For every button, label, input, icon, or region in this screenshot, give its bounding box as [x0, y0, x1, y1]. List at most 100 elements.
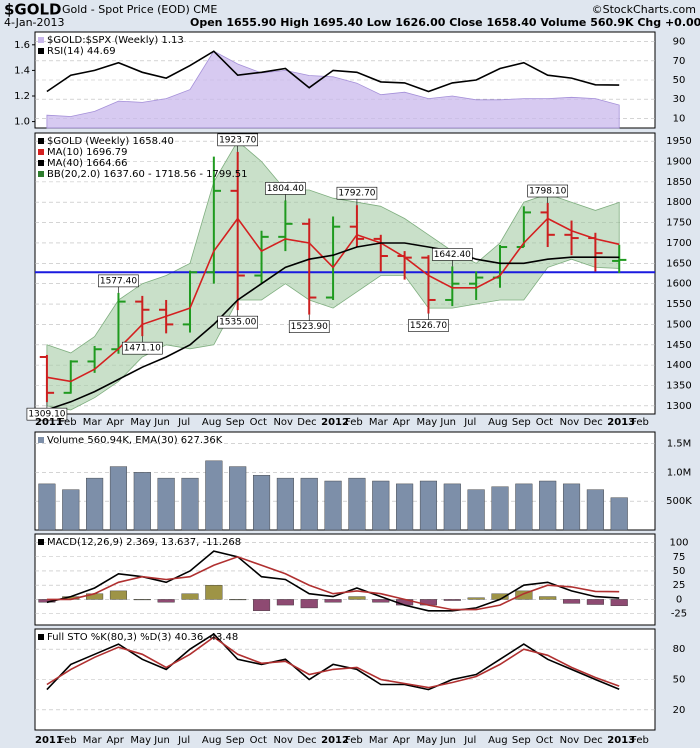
- annotation-label: 1309.10: [28, 410, 65, 420]
- annotation-box: [408, 319, 449, 332]
- x-tick-label: Feb: [59, 735, 77, 746]
- y-tick-label: 50: [673, 675, 686, 686]
- legend-label: Volume 560.94K, EMA(30) 627.36K: [47, 435, 223, 446]
- x-tick-label: Nov: [273, 735, 293, 746]
- x-tick-label: Feb: [59, 417, 77, 428]
- annotation-label: 1798.10: [529, 187, 566, 197]
- bar: [610, 599, 628, 607]
- legend-swatch: [38, 171, 44, 177]
- x-tick-label: Mar: [83, 417, 103, 428]
- line: [46, 217, 620, 383]
- y-tick-label: 75: [673, 552, 686, 563]
- line: [46, 632, 620, 691]
- x-tick-label: May: [417, 735, 438, 746]
- x-tick-label: Feb: [631, 417, 649, 428]
- x-tick-label: 2011: [35, 417, 63, 428]
- annotation-box: [527, 184, 568, 198]
- bar: [181, 477, 199, 531]
- bar: [539, 480, 557, 531]
- bar: [443, 599, 461, 601]
- x-tick-label: Aug: [488, 735, 508, 746]
- x-tick-label: 2012: [321, 417, 349, 428]
- bar: [348, 596, 366, 600]
- bar: [133, 472, 151, 531]
- y2-tick-label: 1.0: [14, 117, 30, 128]
- x-tick-label: Jun: [153, 417, 170, 428]
- bar: [252, 599, 271, 611]
- x-tick-label: Apr: [107, 417, 125, 428]
- y-tick-label: 50: [673, 566, 686, 577]
- x-tick-label: Jun: [153, 735, 170, 746]
- y-tick-label: 1.5M: [667, 439, 692, 450]
- copyright: ©StockCharts.com: [592, 3, 696, 16]
- bar: [252, 475, 271, 531]
- bar: [324, 599, 342, 603]
- annotation-label: 1577.40: [100, 276, 137, 286]
- y-tick-label: 20: [673, 705, 686, 716]
- x-tick-label: Oct: [250, 417, 267, 428]
- bar: [181, 593, 199, 600]
- x-tick-label: Feb: [631, 735, 649, 746]
- y-tick-label: 90: [673, 37, 686, 48]
- x-tick-label: 2013: [607, 417, 635, 428]
- legend-swatch: [38, 149, 44, 155]
- x-tick-label: Sep: [512, 735, 531, 746]
- bar: [229, 466, 247, 531]
- bar: [443, 483, 461, 531]
- y-tick-label: 1700: [666, 238, 691, 249]
- bar: [157, 599, 175, 603]
- x-tick-label: Oct: [536, 735, 553, 746]
- annotation-box: [288, 320, 330, 333]
- x-tick-label: Jul: [177, 735, 190, 746]
- x-tick-label: Feb: [345, 417, 363, 428]
- bar: [324, 480, 342, 531]
- legend-swatch: [38, 539, 44, 545]
- annotation-label: 1523.90: [291, 322, 328, 332]
- x-tick-label: Aug: [202, 735, 222, 746]
- bar: [562, 599, 581, 604]
- x-tick-label: Jul: [463, 735, 476, 746]
- bar: [157, 477, 175, 531]
- y2-tick-label: 1.2: [14, 91, 30, 102]
- y-tick-label: 1950: [666, 136, 691, 147]
- bar: [586, 599, 604, 605]
- bar: [348, 477, 366, 531]
- annotation-box: [336, 186, 378, 200]
- legend-label: MA(10) 1696.79: [47, 147, 128, 158]
- bar: [300, 477, 318, 531]
- x-tick-label: Apr: [393, 735, 411, 746]
- y-tick-label: 1350: [666, 380, 691, 391]
- bar: [491, 486, 509, 531]
- bar: [229, 599, 247, 601]
- bar: [372, 599, 390, 603]
- panel: [34, 533, 656, 626]
- x-tick-label: Nov: [560, 735, 580, 746]
- date: 4-Jan-2013: [4, 16, 65, 29]
- annotation-label: 1535.00: [219, 318, 256, 328]
- legend-label: BB(20,2.0) 1637.60 - 1718.56 - 1799.51: [47, 169, 248, 180]
- x-tick-label: Mar: [369, 735, 389, 746]
- legend-label: MA(40) 1664.66: [47, 158, 128, 169]
- bar: [276, 599, 294, 606]
- annotation-box: [122, 341, 163, 355]
- annotation-box: [217, 133, 258, 147]
- y-tick-label: 0: [676, 594, 682, 605]
- bar: [276, 477, 294, 531]
- y-tick-label: 1600: [666, 279, 691, 290]
- y-tick-label: 1450: [666, 340, 691, 351]
- bar: [62, 489, 80, 531]
- y-tick-label: 1.0M: [667, 467, 692, 478]
- y-tick-label: 100: [669, 538, 688, 549]
- y-tick-label: -25: [671, 609, 687, 620]
- y-tick-label: 1900: [666, 157, 691, 168]
- instrument-name: Gold - Spot Price (EOD) CME: [62, 3, 217, 16]
- bar: [133, 599, 151, 601]
- legend-label: RSI(14) 44.69: [47, 46, 116, 57]
- x-tick-label: Jul: [463, 417, 476, 428]
- bar: [467, 597, 485, 600]
- x-tick-label: Dec: [297, 735, 316, 746]
- annotation-label: 1804.40: [267, 184, 304, 194]
- bar: [38, 483, 56, 531]
- annotation-label: 1642.40: [434, 250, 471, 260]
